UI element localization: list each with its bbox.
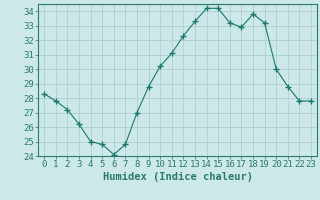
X-axis label: Humidex (Indice chaleur): Humidex (Indice chaleur) [103, 172, 252, 182]
